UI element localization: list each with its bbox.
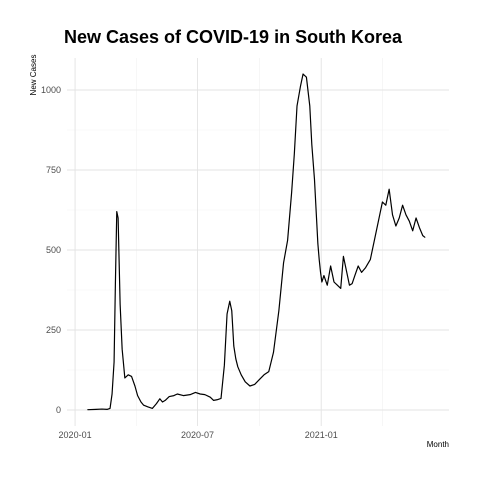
x-axis-ticks: 2020-01 2020-07 2021-01 — [59, 430, 338, 440]
x-tick-label: 2020-01 — [59, 430, 92, 440]
x-axis-label: Month — [427, 440, 449, 449]
y-tick-label: 750 — [46, 165, 61, 175]
x-tick-label: 2020-07 — [181, 430, 214, 440]
chart-title: New Cases of COVID-19 in South Korea — [64, 27, 403, 47]
y-tick-label: 1000 — [41, 85, 61, 95]
series-group — [87, 73, 426, 411]
y-tick-label: 0 — [56, 405, 61, 415]
y-axis-ticks: 0 250 500 750 1000 — [41, 85, 61, 415]
series-line-0 — [87, 73, 426, 411]
grid — [67, 58, 449, 426]
x-tick-label: 2021-01 — [305, 430, 338, 440]
y-tick-label: 250 — [46, 325, 61, 335]
y-axis-label: New Cases — [29, 55, 38, 96]
y-tick-label: 500 — [46, 245, 61, 255]
